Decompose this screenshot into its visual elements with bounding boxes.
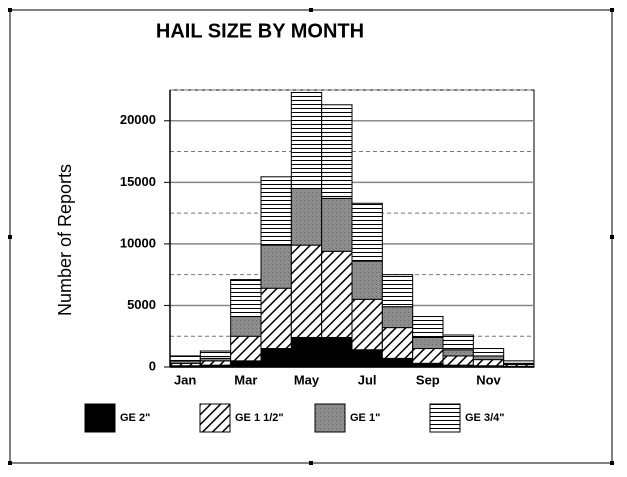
chart-title: HAIL SIZE BY MONTH bbox=[156, 20, 364, 42]
bar-segment bbox=[472, 359, 505, 367]
legend-swatch bbox=[84, 403, 116, 433]
legend-label: GE 1 1/2" bbox=[235, 412, 284, 424]
bar-segment bbox=[351, 349, 383, 368]
bar-segment bbox=[503, 360, 535, 364]
y-tick-label: 5000 bbox=[127, 297, 156, 312]
y-tick-label: 0 bbox=[149, 358, 156, 373]
bar-segment bbox=[442, 355, 474, 366]
x-tick-label: Nov bbox=[476, 372, 501, 387]
legend-swatch bbox=[314, 403, 346, 433]
legend-swatch bbox=[429, 403, 461, 433]
bar-segment bbox=[230, 316, 262, 337]
bar-segment bbox=[290, 187, 323, 246]
x-tick-label: Sep bbox=[416, 372, 440, 387]
x-tick-label: Jul bbox=[358, 372, 377, 387]
bar-segment bbox=[381, 327, 414, 359]
bar-segment bbox=[260, 244, 292, 289]
bar-segment bbox=[260, 287, 292, 350]
y-tick-label: 15000 bbox=[120, 174, 156, 189]
bar-segment bbox=[351, 298, 383, 351]
y-tick-label: 20000 bbox=[120, 112, 156, 127]
bar-segment bbox=[290, 336, 323, 368]
bar-segment bbox=[199, 350, 232, 359]
legend-label: GE 2" bbox=[120, 412, 150, 424]
legend-label: GE 3/4" bbox=[465, 412, 504, 424]
bar-segment bbox=[351, 260, 383, 300]
bar-segment bbox=[230, 335, 262, 362]
bar-segment bbox=[442, 349, 474, 357]
y-axis-label: Number of Reports bbox=[55, 164, 75, 316]
x-tick-label: May bbox=[294, 372, 320, 387]
bar-segment bbox=[260, 176, 292, 246]
bar-segment bbox=[472, 348, 505, 357]
handles bbox=[8, 8, 614, 465]
bar-segment bbox=[381, 306, 414, 329]
bar-segment bbox=[321, 197, 353, 252]
bar-segment bbox=[321, 336, 353, 368]
x-tick-label: Mar bbox=[234, 372, 257, 387]
legend-swatch bbox=[199, 403, 231, 433]
bar-segment bbox=[321, 104, 353, 199]
bar-segment bbox=[412, 336, 444, 350]
bar-segment bbox=[412, 348, 444, 364]
bar-segment bbox=[199, 360, 232, 366]
legend-label: GE 1" bbox=[350, 412, 380, 424]
bar-segment bbox=[381, 357, 414, 368]
bar-segment bbox=[472, 355, 505, 361]
bar-segment bbox=[381, 274, 414, 308]
bar-segment bbox=[290, 91, 323, 189]
bar-segment bbox=[351, 202, 383, 262]
bar-segment bbox=[169, 355, 201, 362]
bar-segment bbox=[442, 334, 474, 351]
bar-segment bbox=[412, 316, 444, 338]
x-tick-label: Jan bbox=[174, 372, 196, 387]
bar-segment bbox=[230, 360, 262, 368]
bar-segment bbox=[290, 244, 323, 338]
bar-segment bbox=[321, 250, 353, 338]
y-tick-label: 10000 bbox=[120, 235, 156, 250]
bar-segment bbox=[260, 348, 292, 368]
bar-segment bbox=[230, 279, 262, 318]
